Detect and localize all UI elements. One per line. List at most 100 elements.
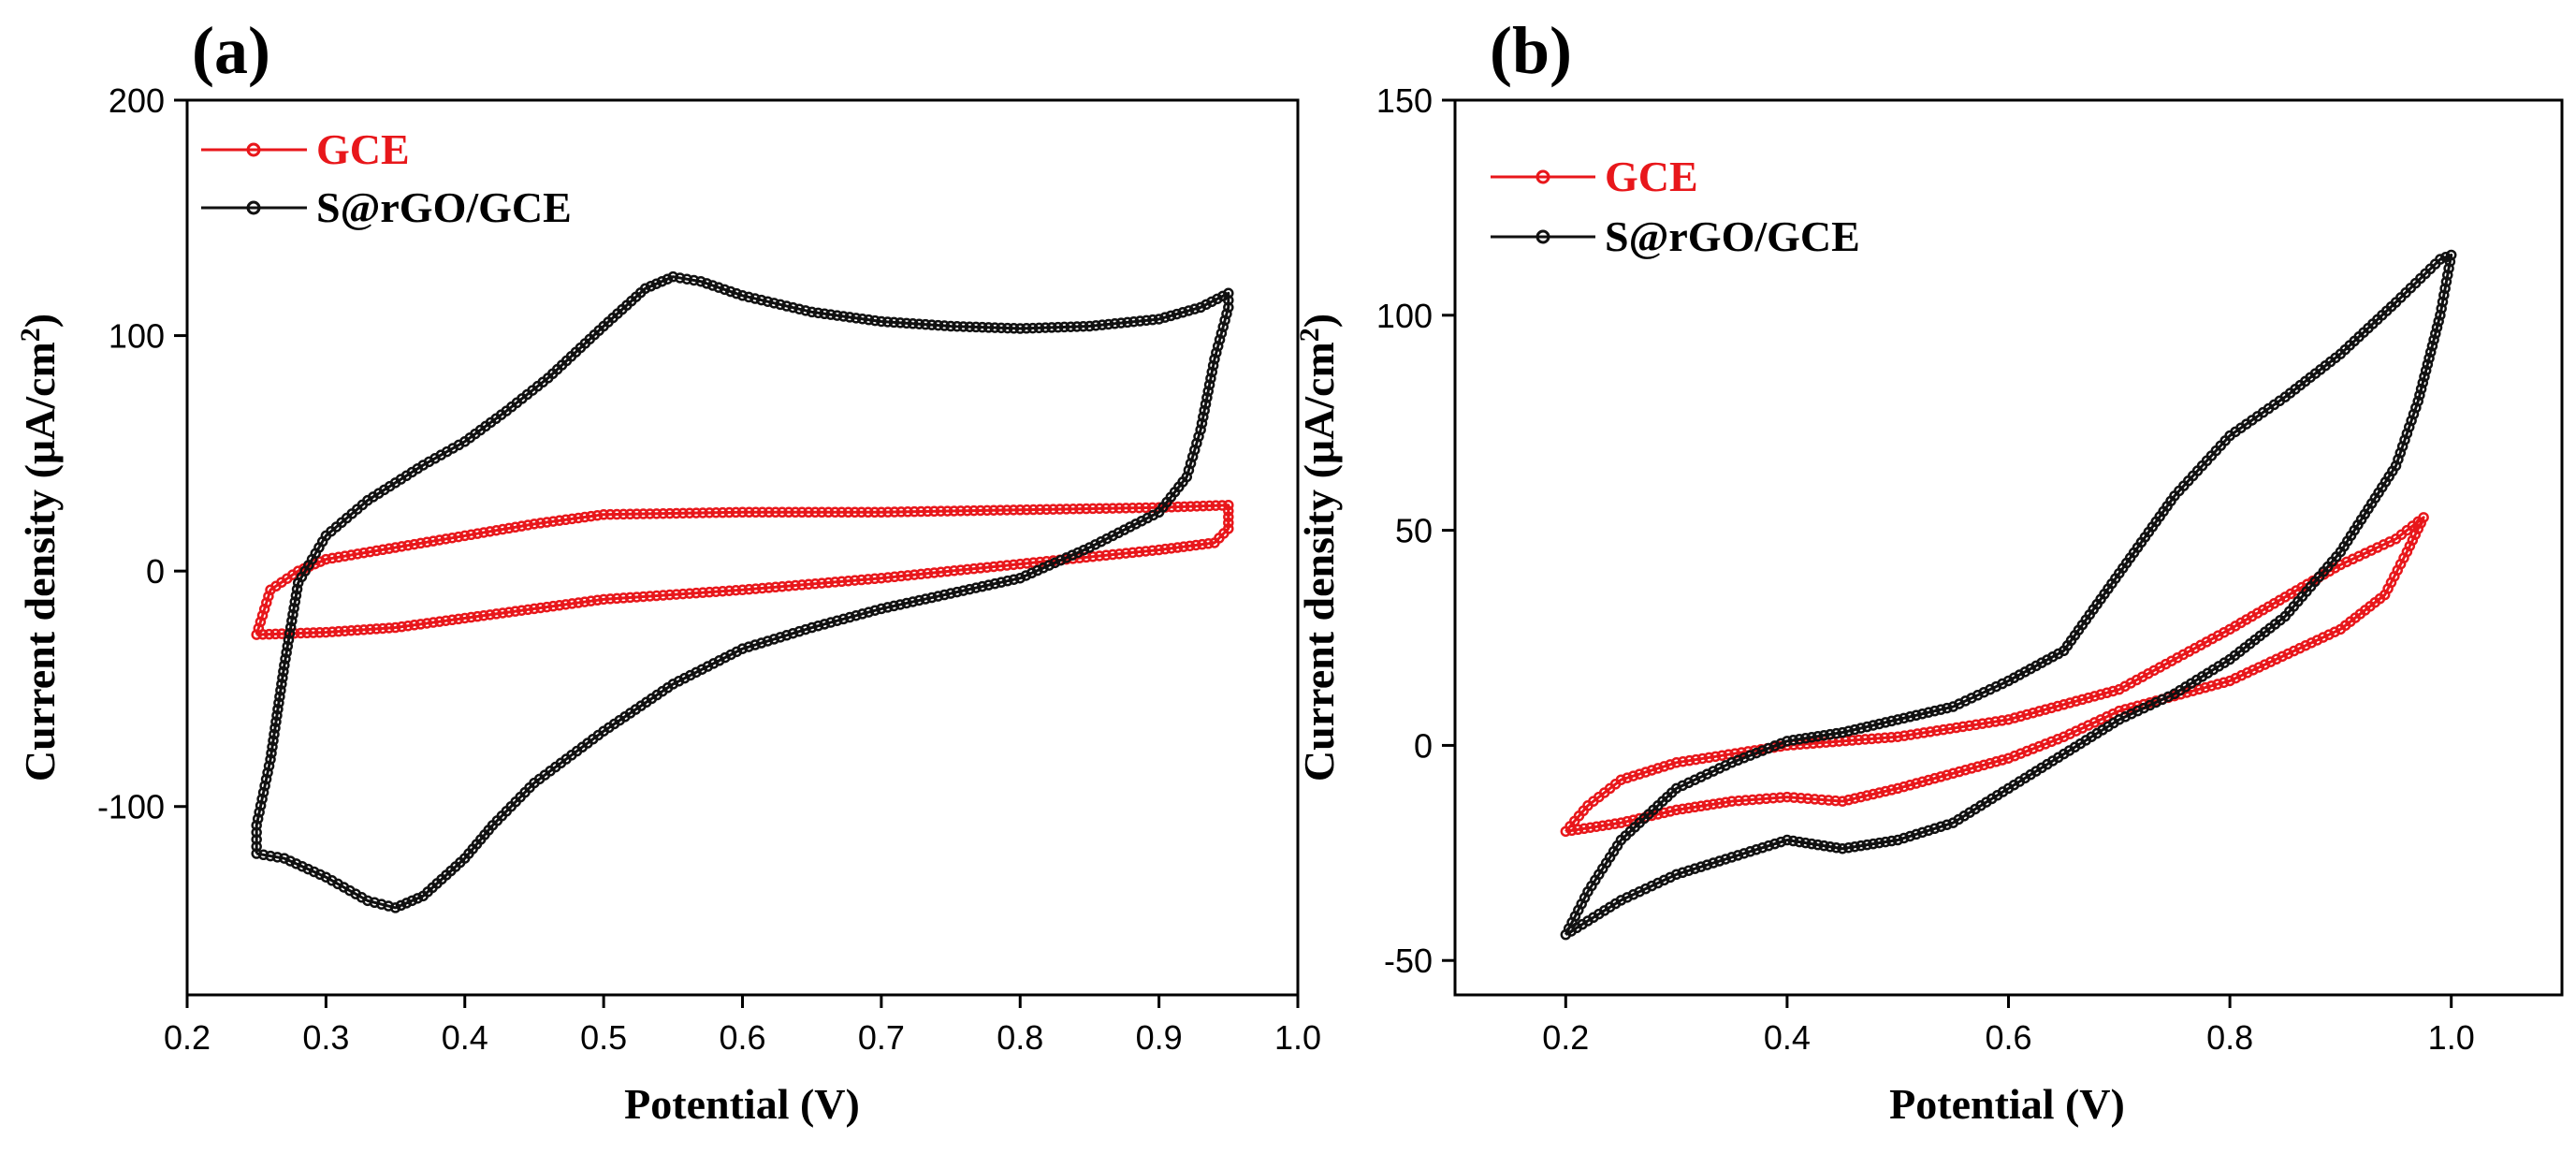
data-point (1837, 842, 1848, 855)
data-point (320, 626, 332, 638)
data-point (358, 547, 370, 559)
data-point (260, 773, 272, 785)
data-point (2407, 534, 2419, 547)
data-point (2224, 675, 2235, 687)
data-point (1141, 314, 1152, 327)
data-point (1221, 308, 1232, 320)
data-point (554, 600, 565, 611)
data-point (1816, 794, 1827, 806)
data-point (957, 321, 969, 332)
data-point (1682, 865, 1695, 876)
data-point (1925, 726, 1936, 738)
data-point (1911, 778, 1922, 789)
data-point (339, 625, 351, 636)
x-tick-label: 0.3 (302, 1018, 349, 1057)
y-tick-label: 200 (109, 81, 165, 120)
data-point (915, 568, 927, 580)
data-point (1904, 780, 1916, 791)
plot-series (1560, 249, 2457, 941)
data-point (1572, 824, 1584, 836)
data-point (327, 626, 338, 637)
data-point (982, 562, 993, 573)
data-point (266, 747, 277, 759)
data-point (1873, 787, 1885, 798)
data-point (263, 760, 275, 772)
data-point (775, 632, 786, 643)
data-point (932, 319, 944, 331)
data-point (977, 321, 988, 333)
data-point (1744, 846, 1756, 857)
data-point (384, 543, 395, 554)
data-point (888, 316, 900, 329)
data-point (1916, 826, 1928, 839)
data-point (1171, 308, 1183, 320)
data-point (996, 322, 1007, 334)
data-point (809, 506, 821, 519)
data-point (1219, 314, 1230, 326)
data-point (415, 619, 427, 630)
data-point (1185, 458, 1197, 469)
data-point (1622, 772, 1633, 783)
data-point (484, 526, 496, 537)
data-point (1873, 718, 1885, 730)
data-point (881, 316, 894, 328)
data-point (1763, 840, 1774, 852)
data-point (1928, 705, 1941, 717)
data-point (730, 585, 742, 596)
data-point (1566, 825, 1578, 837)
data-point (273, 697, 284, 708)
data-point (371, 545, 383, 557)
data-point (662, 273, 674, 285)
data-point (1665, 806, 1676, 817)
data-point (1072, 547, 1084, 559)
data-point (2323, 629, 2335, 640)
data-point (2442, 270, 2453, 281)
data-point (2083, 692, 2094, 704)
data-point (1186, 451, 1199, 462)
data-point (1212, 341, 1224, 352)
data-point (1115, 317, 1127, 329)
data-point (725, 285, 736, 298)
data-point (1065, 321, 1076, 332)
data-point (1014, 558, 1026, 570)
data-point (842, 575, 854, 587)
data-point (1206, 296, 1217, 308)
data-point (1916, 776, 1928, 787)
data-point (1107, 548, 1118, 561)
data-point (2394, 447, 2407, 459)
data-point (1794, 836, 1805, 848)
data-point (1996, 715, 2008, 726)
data-point (975, 562, 986, 574)
x-axis-title: Potential (V) (624, 1080, 860, 1128)
data-point (261, 597, 272, 608)
data-point (1947, 817, 1959, 828)
data-point (1849, 840, 1860, 853)
data-point (1178, 501, 1190, 513)
data-point (281, 647, 292, 658)
data-point (822, 577, 835, 589)
data-point (400, 898, 413, 909)
data-point (1938, 723, 1949, 736)
legend-marker-srgo (246, 200, 261, 215)
data-point (1002, 322, 1013, 334)
data-point (1931, 724, 1943, 737)
legend-label-gce: GCE (1605, 153, 1698, 200)
series-line-gce (255, 504, 1230, 636)
data-point (1014, 504, 1026, 516)
data-point (856, 608, 868, 620)
data-point (1837, 726, 1848, 738)
data-point (1892, 714, 1903, 725)
data-point (895, 599, 906, 610)
data-point (1846, 735, 1858, 746)
data-point (289, 596, 301, 607)
data-point (2193, 683, 2205, 695)
data-point (684, 507, 695, 519)
data-point (251, 848, 262, 859)
series-markers-srgo-gce (251, 270, 1234, 913)
data-point (1856, 840, 1867, 852)
data-point (844, 312, 855, 323)
data-point (1866, 733, 1878, 745)
data-point (345, 549, 357, 561)
data-point (2424, 346, 2437, 358)
data-point (490, 608, 502, 620)
